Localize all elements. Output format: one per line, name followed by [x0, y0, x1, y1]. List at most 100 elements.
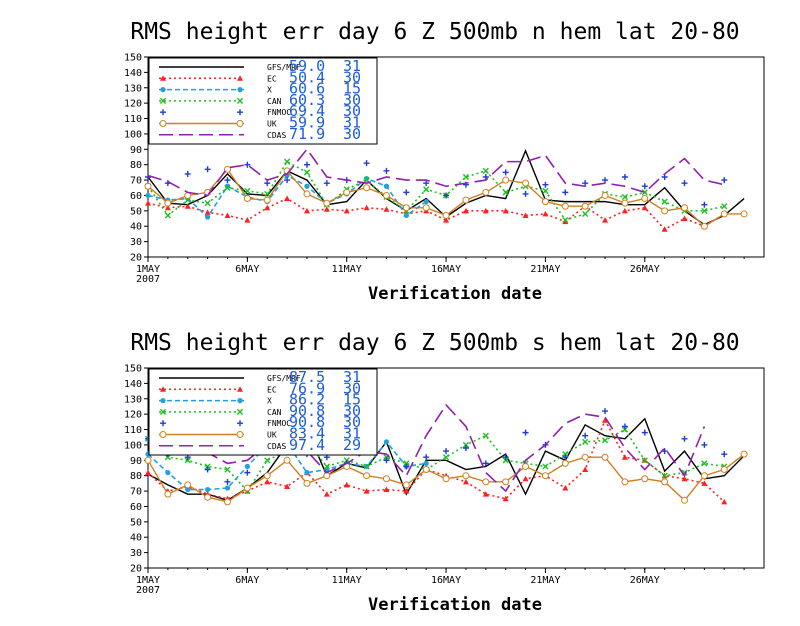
legend-series-mean: 69.4 [289, 102, 325, 120]
legend-series-count: 15 [343, 391, 361, 409]
legend-swatch-marker [160, 386, 166, 392]
data-point [243, 195, 251, 203]
data-point [621, 199, 629, 207]
series-line [147, 418, 725, 503]
data-point [224, 212, 231, 218]
data-point [343, 188, 351, 196]
legend-series-mean: 76.9 [289, 379, 325, 397]
legend-swatch-marker [159, 97, 167, 104]
data-point [244, 161, 251, 168]
data-point [264, 190, 271, 198]
data-point [323, 463, 330, 470]
data-point [303, 169, 311, 176]
data-point [343, 481, 350, 488]
legend-series-name: X [267, 397, 272, 406]
data-point [482, 460, 489, 467]
data-point [243, 484, 251, 492]
data-point [562, 451, 569, 458]
data-point [701, 207, 708, 214]
legend-series-count: 15 [343, 80, 361, 98]
x-tick-label: 11MAY [332, 264, 362, 275]
legend-series-count: 30 [343, 91, 361, 109]
series-cdas [147, 403, 706, 493]
legend-swatch-marker [160, 398, 166, 404]
legend-series-count: 31 [343, 57, 361, 75]
data-point [562, 485, 569, 491]
data-point [224, 177, 231, 184]
legend-box [148, 57, 378, 145]
data-point [641, 475, 649, 483]
data-point [145, 192, 151, 199]
y-tick-label: 130 [124, 394, 142, 405]
data-point [283, 456, 291, 464]
x-tick-label: 21MAY [530, 264, 560, 275]
legend-series-mean: 86.2 [289, 391, 325, 409]
data-point [224, 478, 231, 485]
data-point [184, 170, 191, 177]
data-point [303, 161, 310, 168]
data-point [482, 167, 489, 174]
data-point [303, 207, 310, 214]
x-tick-label: 6MAY [235, 264, 259, 275]
data-point [264, 457, 271, 464]
legend-swatch-marker [160, 420, 166, 427]
chart-title: RMS height err day 6 Z 500mb n hem lat 2… [130, 19, 739, 45]
y-tick-label: 40 [130, 222, 142, 233]
x-tick-label: 26MAY [630, 264, 660, 275]
data-point [482, 491, 489, 497]
data-point [522, 462, 530, 470]
series-uk [144, 165, 748, 230]
y-tick-label: 50 [130, 206, 142, 217]
y-tick-label: 20 [130, 564, 142, 575]
data-point [502, 189, 509, 196]
data-point [343, 207, 350, 214]
data-point [542, 181, 549, 188]
data-point [284, 158, 291, 165]
y-tick-label: 140 [124, 68, 142, 79]
data-point [582, 438, 589, 445]
plot-frame [147, 56, 765, 258]
data-point [621, 193, 628, 201]
data-point [502, 176, 510, 184]
data-point [223, 498, 231, 506]
legend-swatch-marker [160, 75, 166, 81]
legend-series-mean: 50.4 [289, 68, 325, 86]
legend-box [148, 368, 378, 456]
data-point [502, 207, 509, 214]
legend-series-name: CDAS [267, 131, 286, 140]
legend-swatch-marker [236, 97, 244, 104]
legend-series-name: CAN [267, 408, 282, 417]
series-cdas [147, 147, 725, 197]
data-point [562, 189, 569, 196]
legend-swatch-marker [236, 431, 244, 438]
y-tick-label: 150 [124, 53, 142, 64]
y-tick-label: 20 [130, 253, 142, 264]
data-point [323, 472, 331, 480]
x-tick-sublabel: 2007 [136, 274, 160, 285]
legend-series-name: GFS/MRF [267, 374, 301, 383]
y-tick-label: 90 [130, 456, 142, 467]
legend-series-mean: 60.6 [289, 80, 325, 98]
chart-panel-2: RMS height err day 6 Z 500mb s hem lat 2… [124, 330, 765, 615]
x-tick-label: 11MAY [332, 575, 362, 586]
data-point [284, 177, 291, 184]
data-point [184, 481, 192, 489]
y-tick-label: 70 [130, 487, 142, 498]
data-point [184, 457, 191, 464]
data-point [402, 204, 410, 212]
series-line [147, 160, 725, 222]
legend-swatch-marker [237, 109, 243, 116]
y-tick-label: 120 [124, 410, 142, 421]
y-tick-label: 130 [124, 83, 142, 94]
legend-swatch-marker [237, 420, 243, 427]
x-axis-label: Verification date [368, 284, 542, 304]
data-point [621, 478, 629, 486]
legend-series-mean: 60.3 [289, 91, 325, 109]
y-tick-label: 150 [124, 364, 142, 375]
legend-swatch-marker [159, 408, 167, 415]
data-point [462, 441, 470, 449]
data-point [363, 184, 371, 192]
legend-swatch-marker [237, 386, 243, 392]
data-point [681, 180, 688, 187]
